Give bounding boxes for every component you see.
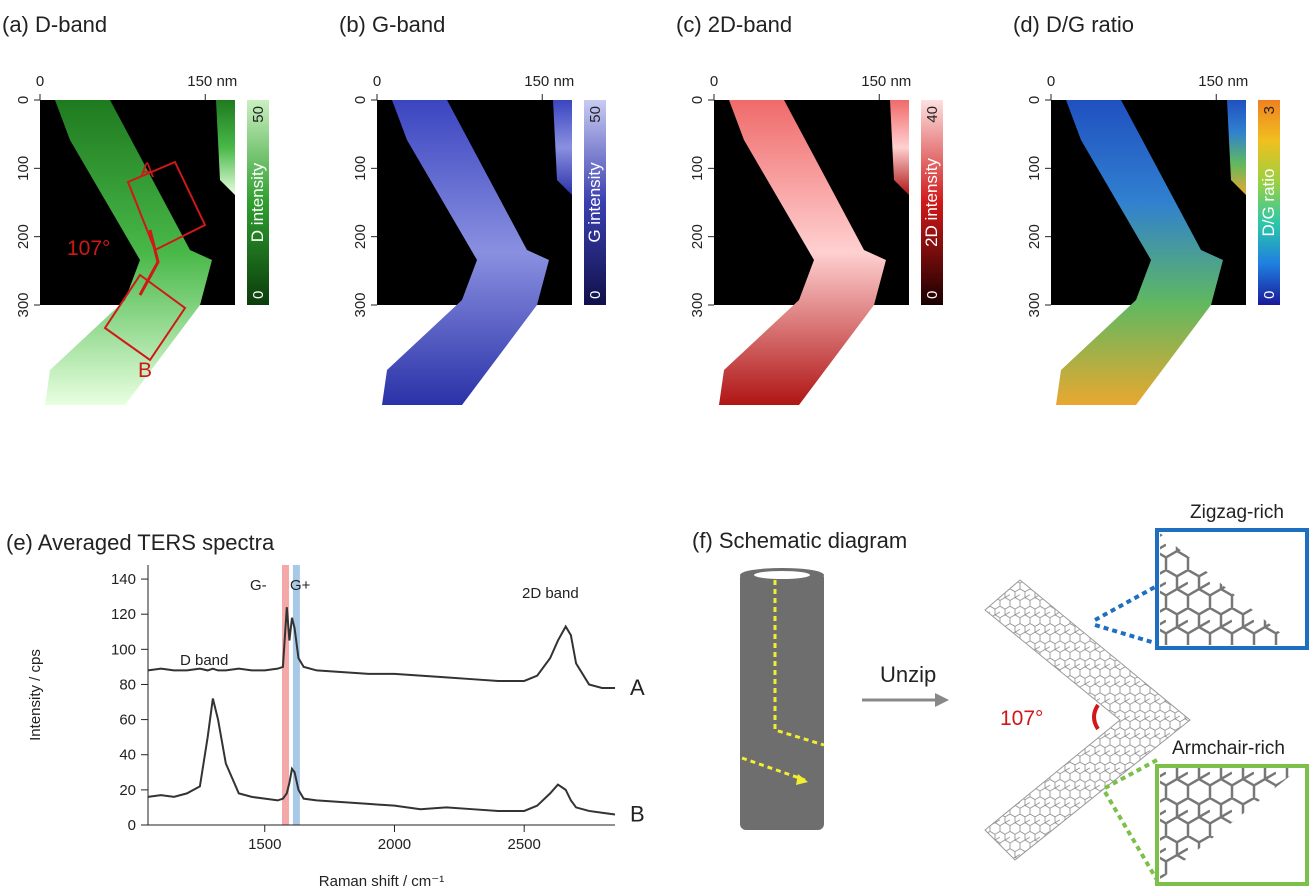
panel-title: (b) G-band	[339, 12, 445, 37]
y-tick-label: 200	[1026, 224, 1043, 249]
y-tick-label: 100	[111, 641, 136, 658]
colorbar-label: D intensity	[248, 162, 267, 242]
x-tick-label: 150 nm	[524, 73, 574, 90]
y-tick-label: 200	[352, 224, 369, 249]
colorbar-tick-label: 0	[250, 291, 267, 299]
spectrum-annotation: D band	[180, 652, 228, 669]
y-tick-label: 300	[352, 292, 369, 317]
x-tick-label: 1500	[248, 836, 281, 853]
nanotube	[740, 572, 824, 830]
y-tick-label: 300	[15, 292, 32, 317]
y-tick-label: 20	[119, 782, 136, 799]
angle-label: 107°	[1000, 707, 1043, 730]
y-tick-label: 100	[15, 156, 32, 181]
y-axis-label: Intensity / cps	[27, 649, 44, 741]
x-tick-label: 0	[1047, 73, 1055, 90]
y-tick-label: 300	[689, 292, 706, 317]
colorbar-label: 2D intensity	[922, 158, 941, 247]
y-tick-label: 0	[128, 817, 136, 834]
y-tick-label: 0	[689, 96, 706, 104]
x-tick-label: 0	[373, 73, 381, 90]
y-tick-label: 60	[119, 712, 136, 729]
colorbar-label: D/G ratio	[1259, 168, 1278, 236]
x-axis-label: Raman shift / cm⁻¹	[319, 873, 444, 890]
spectrum-line	[148, 607, 615, 688]
colorbar-tick-label: 40	[924, 106, 941, 123]
map-annotation: 107°	[67, 237, 110, 260]
zigzag-label: Zigzag-rich	[1190, 502, 1284, 523]
spectrum-annotation: 2D band	[522, 585, 579, 602]
x-tick-label: 0	[710, 73, 718, 90]
y-tick-label: 300	[1026, 292, 1043, 317]
y-tick-label: 0	[1026, 96, 1043, 104]
zoom-line	[1095, 625, 1155, 643]
panel-title: (e) Averaged TERS spectra	[6, 530, 275, 555]
figure: (f) Schematic diagram Unzip 107° Zigzag-…	[0, 0, 1312, 893]
colorbar-tick-label: 50	[250, 106, 267, 123]
x-tick-label: 0	[36, 73, 44, 90]
colorbar-tick-label: 50	[587, 106, 604, 123]
arrow-label: Unzip	[880, 662, 936, 687]
series-label: A	[630, 675, 645, 700]
angle-arc	[1094, 705, 1098, 729]
y-tick-label: 200	[15, 224, 32, 249]
x-tick-label: 2500	[508, 836, 541, 853]
x-tick-label: 150 nm	[187, 73, 237, 90]
y-tick-label: 0	[352, 96, 369, 104]
spectrum-annotation: G+	[290, 577, 311, 594]
spectrum-line	[148, 699, 615, 815]
map-annotation: B	[138, 359, 152, 382]
colorbar-tick-label: 0	[924, 291, 941, 299]
spectrum-annotation: G-	[250, 577, 267, 594]
x-tick-label: 150 nm	[861, 73, 911, 90]
schematic: (f) Schematic diagram Unzip 107° Zigzag-…	[692, 502, 1307, 884]
colorbar-label: G intensity	[585, 162, 604, 243]
colorbar-tick-label: 0	[1261, 291, 1278, 299]
colorbar-tick-label: 3	[1261, 106, 1278, 114]
armchair-label: Armchair-rich	[1172, 738, 1285, 759]
zoom-line	[1105, 792, 1157, 880]
band-marker	[293, 565, 300, 825]
y-tick-label: 100	[1026, 156, 1043, 181]
arrowhead	[935, 693, 949, 707]
x-tick-label: 150 nm	[1198, 73, 1248, 90]
colorbar-tick-label: 0	[587, 291, 604, 299]
tube-hole	[754, 571, 810, 579]
map-annotation: A	[140, 159, 154, 182]
y-tick-label: 100	[689, 156, 706, 181]
y-tick-label: 120	[111, 606, 136, 623]
panel-title: (a) D-band	[2, 12, 107, 37]
y-tick-label: 100	[352, 156, 369, 181]
zoom-line	[1095, 587, 1155, 620]
series-label: B	[630, 801, 645, 826]
panel-title: (f) Schematic diagram	[692, 528, 907, 553]
x-tick-label: 2000	[378, 836, 411, 853]
panel-title: (d) D/G ratio	[1013, 12, 1134, 37]
y-tick-label: 40	[119, 747, 136, 764]
panel-title: (c) 2D-band	[676, 12, 792, 37]
y-tick-label: 140	[111, 571, 136, 588]
y-tick-label: 200	[689, 224, 706, 249]
y-tick-label: 0	[15, 96, 32, 104]
y-tick-label: 80	[119, 676, 136, 693]
